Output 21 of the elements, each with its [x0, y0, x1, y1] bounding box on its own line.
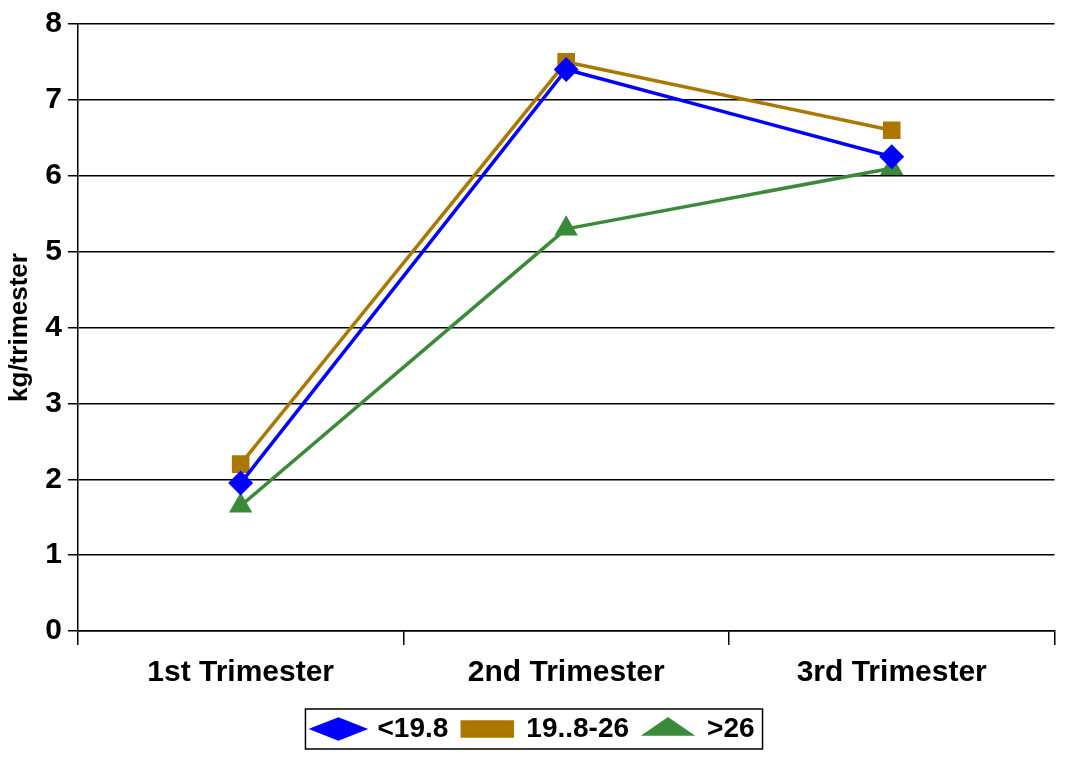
y-axis-title: kg/trimester	[2, 253, 33, 402]
y-tick-label: 2	[45, 460, 62, 494]
point	[231, 455, 250, 473]
y-tick-label: 1	[45, 536, 62, 570]
point	[879, 145, 904, 169]
legend-label: <19.8	[377, 711, 449, 743]
point	[228, 471, 253, 495]
x-tick-label: 2nd Trimester	[467, 654, 665, 688]
point	[882, 121, 901, 140]
y-tick-label: 8	[45, 5, 62, 39]
y-tick-label: 5	[45, 232, 62, 266]
point	[554, 57, 578, 82]
x-tick-label: 3rd Trimester	[796, 654, 988, 688]
y-tick-label: 6	[45, 157, 62, 191]
y-tick-label: 3	[45, 384, 62, 418]
y-tick-label: 4	[45, 308, 63, 342]
x-tick-label: 1st Trimester	[147, 654, 335, 688]
legend-label: >26	[707, 711, 755, 743]
y-tick-label: 0	[45, 612, 62, 646]
legend-label: 19..8-26	[526, 711, 630, 743]
y-tick-label: 7	[45, 81, 62, 115]
